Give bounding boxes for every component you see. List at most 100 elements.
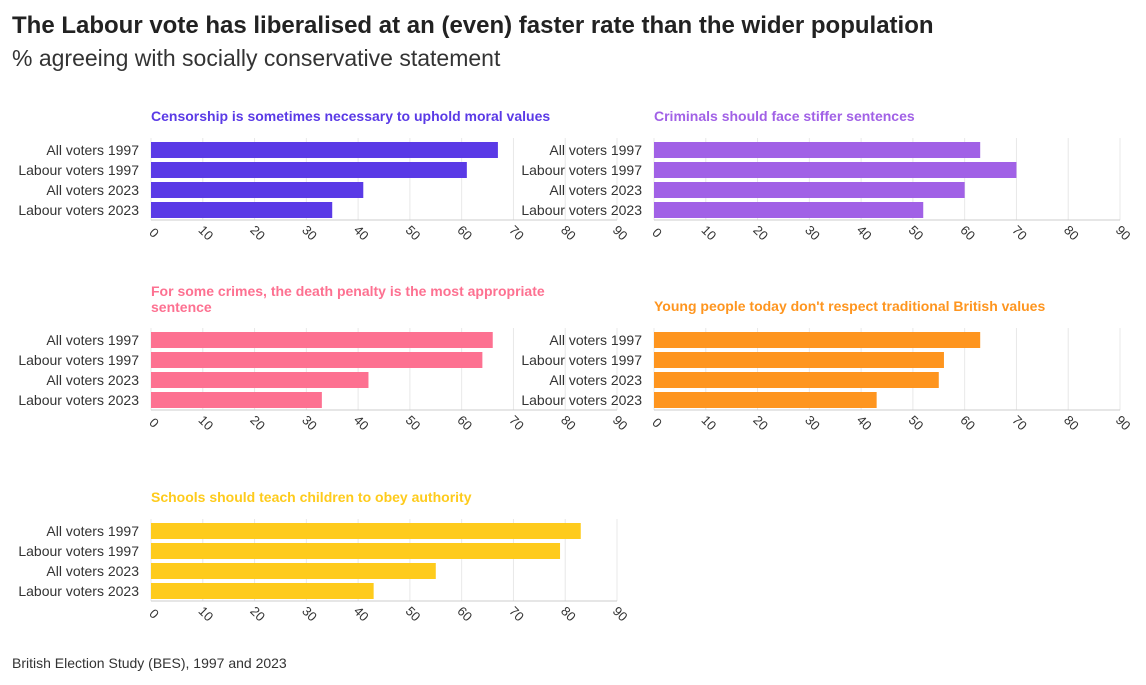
chart-title: Censorship is sometimes necessary to uph… [151,108,551,124]
bar [151,543,561,559]
tick-label: 60 [454,603,475,624]
tick-label: 60 [957,412,978,433]
bar [151,332,493,348]
tick-label: 80 [1061,222,1082,243]
bar [654,182,965,198]
page-title: The Labour vote has liberalised at an (e… [12,12,934,39]
tick-label: 10 [196,222,217,243]
tick-label: 50 [906,222,927,243]
tick-label: 70 [1009,412,1030,433]
bar [654,202,924,218]
tick-label: 30 [299,222,320,243]
source-note: British Election Study (BES), 1997 and 2… [12,655,287,671]
category-label: Labour voters 2023 [18,583,139,599]
category-label: Labour voters 2023 [18,392,139,408]
bar [151,182,364,198]
category-label: All voters 2023 [549,372,642,388]
tick-label: 10 [196,412,217,433]
category-label: Labour voters 2023 [521,202,642,218]
tick-label: 60 [454,222,475,243]
chart-criminals: Criminals should face stiffer sentences … [503,108,1146,258]
bar [151,202,333,218]
bar [151,162,467,178]
category-label: Labour voters 1997 [18,162,139,178]
chart-title: Schools should teach children to obey au… [151,489,472,505]
tick-label: 90 [1113,222,1134,243]
bar [654,142,981,158]
tick-label: 60 [957,222,978,243]
tick-label: 50 [403,603,424,624]
tick-label: 0 [649,415,665,431]
tick-label: 20 [750,222,771,243]
tick-label: 30 [802,412,823,433]
bar [654,352,944,368]
bar [151,392,322,408]
chart-death-penalty: For some crimes, the death penalty is th… [0,283,630,448]
tick-label: 90 [610,603,631,624]
bar [151,372,369,388]
category-label: All voters 2023 [549,182,642,198]
tick-label: 80 [1061,412,1082,433]
tick-label: 50 [906,412,927,433]
chart-title: Criminals should face stiffer sentences [654,108,915,124]
tick-label: 30 [802,222,823,243]
tick-label: 50 [403,222,424,243]
tick-label: 40 [854,412,875,433]
bar [151,563,436,579]
tick-label: 0 [649,225,665,241]
tick-label: 0 [146,415,162,431]
category-label: All voters 1997 [46,142,139,158]
tick-label: 20 [247,222,268,243]
page-subtitle: % agreeing with socially conservative st… [12,45,501,71]
bar-chart-svg: All voters 1997 Labour voters 1997 All vot… [521,138,1134,243]
category-label: Labour voters 1997 [18,352,139,368]
category-label: All voters 2023 [46,563,139,579]
tick-label: 40 [351,412,372,433]
bar [654,372,939,388]
bar [654,332,981,348]
chart-censorship: Censorship is sometimes necessary to uph… [0,108,630,258]
chart-title: For some crimes, the death penalty is th… [151,283,545,315]
tick-label: 40 [351,222,372,243]
tick-label: 40 [854,222,875,243]
tick-label: 90 [1113,412,1134,433]
bar [151,583,374,599]
tick-label: 50 [403,412,424,433]
bar-chart-svg: All voters 1997 Labour voters 1997 All vot… [18,138,631,243]
bar [654,392,877,408]
tick-label: 30 [299,412,320,433]
bar-chart-svg: All voters 1997 Labour voters 1997 All vot… [18,519,631,624]
chart-title: Young people today don't respect traditi… [654,298,1046,314]
tick-label: 20 [247,412,268,433]
tick-label: 70 [1009,222,1030,243]
category-label: Labour voters 2023 [521,392,642,408]
bar [151,352,483,368]
chart-schools: Schools should teach children to obey au… [0,489,630,639]
chart-young-people: Young people today don't respect traditi… [503,298,1146,448]
category-label: All voters 1997 [549,332,642,348]
category-label: All voters 1997 [549,142,642,158]
tick-label: 60 [454,412,475,433]
category-label: All voters 1997 [46,523,139,539]
tick-label: 70 [506,603,527,624]
bar [654,162,1017,178]
bar-chart-svg: All voters 1997 Labour voters 1997 All vot… [521,328,1134,433]
category-label: Labour voters 1997 [521,352,642,368]
tick-label: 80 [558,603,579,624]
tick-label: 10 [196,603,217,624]
tick-label: 10 [699,412,720,433]
tick-label: 0 [146,606,162,622]
bar-chart-svg: All voters 1997 Labour voters 1997 All vot… [18,328,631,433]
category-label: Labour voters 1997 [18,543,139,559]
category-label: All voters 2023 [46,372,139,388]
category-label: All voters 2023 [46,182,139,198]
bar [151,142,498,158]
tick-label: 0 [146,225,162,241]
tick-label: 20 [750,412,771,433]
tick-label: 10 [699,222,720,243]
category-label: Labour voters 2023 [18,202,139,218]
tick-label: 20 [247,603,268,624]
tick-label: 30 [299,603,320,624]
category-label: All voters 1997 [46,332,139,348]
category-label: Labour voters 1997 [521,162,642,178]
